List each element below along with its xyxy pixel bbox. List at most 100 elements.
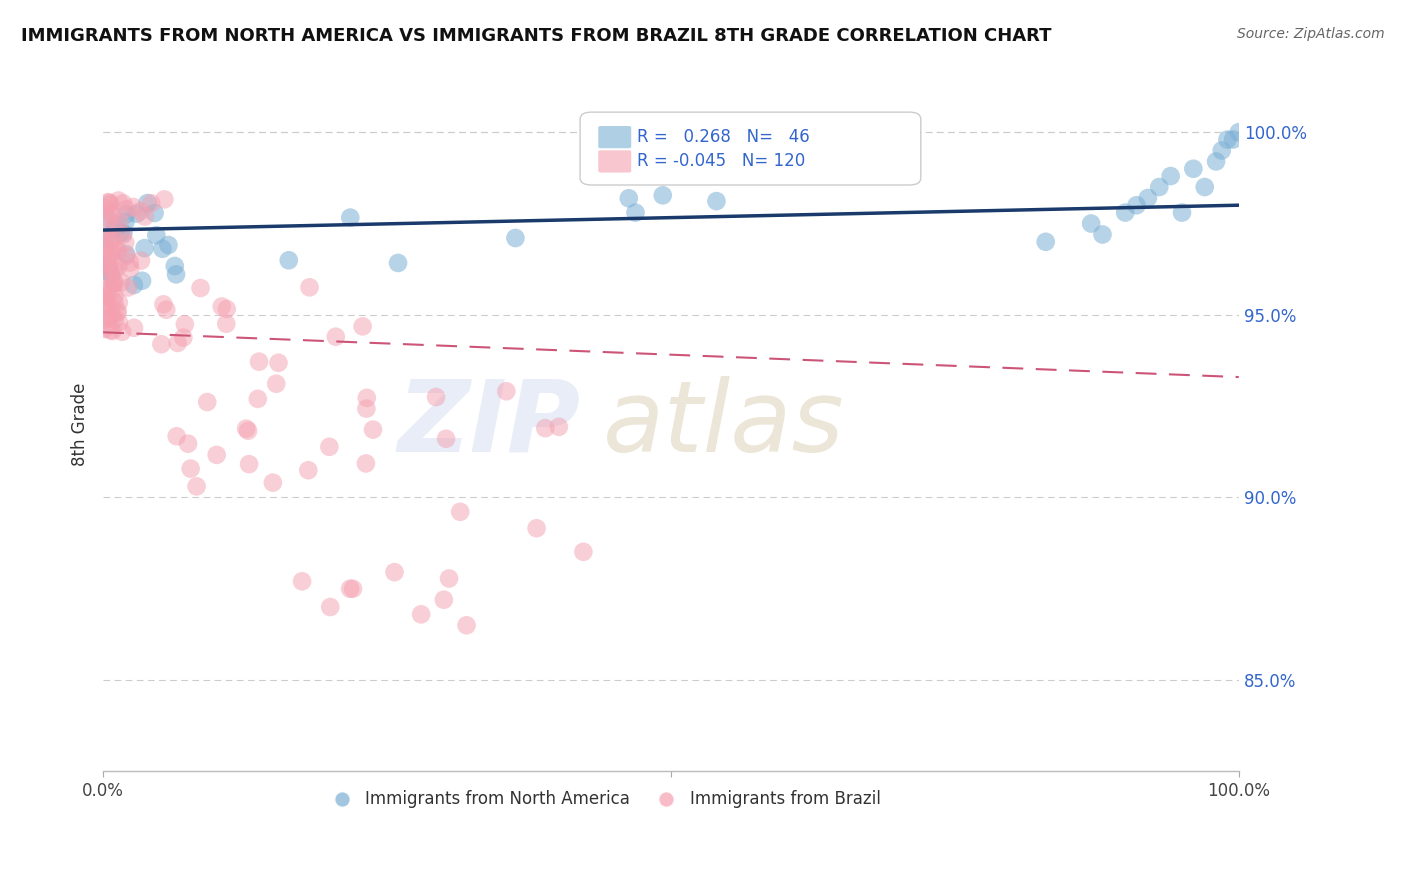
- Point: [172, 330, 194, 344]
- Point: [150, 337, 173, 351]
- Legend: Immigrants from North America, Immigrants from Brazil: Immigrants from North America, Immigrant…: [318, 784, 887, 815]
- Point: [354, 457, 377, 471]
- Point: [1136, 191, 1159, 205]
- Point: [319, 600, 342, 615]
- Point: [433, 592, 456, 607]
- Point: [387, 256, 409, 270]
- Point: [114, 235, 136, 250]
- Point: [97, 205, 120, 219]
- Point: [291, 574, 314, 589]
- Point: [1080, 217, 1102, 231]
- Point: [97, 310, 120, 325]
- Point: [97, 260, 120, 275]
- Point: [115, 202, 138, 217]
- Point: [449, 505, 471, 519]
- Point: [145, 228, 167, 243]
- Point: [235, 422, 257, 436]
- Point: [97, 247, 120, 261]
- Text: ZIP: ZIP: [396, 376, 581, 473]
- Point: [111, 228, 134, 243]
- Point: [134, 241, 156, 255]
- Point: [247, 354, 270, 368]
- Point: [131, 274, 153, 288]
- Point: [98, 247, 121, 261]
- Point: [651, 188, 673, 202]
- Point: [534, 421, 557, 435]
- Point: [107, 194, 129, 208]
- Point: [166, 335, 188, 350]
- Point: [236, 424, 259, 438]
- Point: [115, 249, 138, 263]
- Point: [103, 231, 125, 245]
- Point: [211, 300, 233, 314]
- Point: [104, 220, 127, 235]
- Point: [1211, 144, 1233, 158]
- Point: [122, 320, 145, 334]
- Text: Source: ZipAtlas.com: Source: ZipAtlas.com: [1237, 27, 1385, 41]
- Point: [624, 205, 647, 219]
- Point: [97, 256, 120, 270]
- Point: [129, 204, 152, 219]
- Point: [264, 376, 287, 391]
- Point: [1216, 132, 1239, 146]
- Point: [318, 440, 340, 454]
- Point: [1114, 205, 1136, 219]
- Point: [215, 301, 238, 316]
- Point: [110, 225, 132, 239]
- Point: [143, 206, 166, 220]
- Point: [339, 582, 361, 596]
- Point: [173, 318, 195, 332]
- Point: [107, 259, 129, 273]
- Point: [706, 194, 728, 208]
- Point: [104, 313, 127, 327]
- Text: R = -0.045   N= 120: R = -0.045 N= 120: [637, 153, 806, 170]
- Point: [342, 582, 364, 596]
- Point: [122, 278, 145, 293]
- Point: [100, 283, 122, 297]
- Point: [94, 263, 117, 277]
- Point: [129, 253, 152, 268]
- Point: [111, 325, 134, 339]
- Point: [134, 210, 156, 224]
- Point: [105, 306, 128, 320]
- Point: [93, 292, 115, 306]
- Point: [97, 195, 120, 210]
- Point: [98, 323, 121, 337]
- Point: [152, 242, 174, 256]
- Point: [215, 317, 238, 331]
- Point: [100, 244, 122, 258]
- Point: [94, 293, 117, 308]
- Point: [356, 391, 378, 405]
- Point: [108, 215, 131, 229]
- Point: [104, 277, 127, 291]
- Point: [352, 319, 374, 334]
- Point: [267, 356, 290, 370]
- Point: [1171, 205, 1194, 219]
- Point: [297, 463, 319, 477]
- Point: [277, 253, 299, 268]
- Point: [96, 298, 118, 312]
- Point: [98, 233, 121, 247]
- Point: [384, 565, 406, 579]
- Point: [495, 384, 517, 399]
- Point: [108, 315, 131, 329]
- Point: [1222, 132, 1244, 146]
- Point: [572, 545, 595, 559]
- Point: [94, 259, 117, 273]
- Point: [125, 207, 148, 221]
- Point: [155, 302, 177, 317]
- Point: [115, 247, 138, 261]
- Point: [101, 324, 124, 338]
- Point: [1194, 180, 1216, 194]
- Point: [246, 392, 269, 406]
- Point: [96, 225, 118, 239]
- Point: [97, 210, 120, 224]
- Point: [1227, 125, 1250, 139]
- FancyBboxPatch shape: [599, 126, 631, 148]
- Point: [262, 475, 284, 490]
- Point: [195, 395, 218, 409]
- Point: [103, 218, 125, 232]
- FancyBboxPatch shape: [581, 112, 921, 185]
- Point: [105, 243, 128, 257]
- Y-axis label: 8th Grade: 8th Grade: [72, 383, 89, 467]
